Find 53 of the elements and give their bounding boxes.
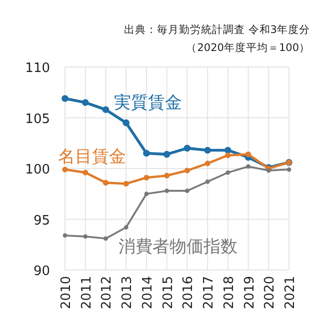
point (164, 172, 170, 178)
point (83, 234, 88, 239)
point (82, 99, 89, 106)
point (102, 106, 110, 114)
point (144, 174, 150, 180)
point (246, 164, 250, 169)
series-label: 名目賃金 (58, 147, 126, 167)
point (62, 233, 68, 238)
series-label: 実質賃金 (114, 93, 182, 113)
x-tick-label: 2012 (100, 276, 115, 310)
point (123, 180, 129, 187)
x-tick-label: 2010 (59, 276, 74, 310)
x-tick-label: 2017 (202, 276, 217, 310)
point (62, 166, 68, 172)
y-tick-label: 95 (33, 213, 50, 228)
x-tick-label: 2020 (262, 276, 278, 310)
x-tick-label: 2013 (120, 276, 136, 310)
point (104, 236, 108, 241)
y-tick-label: 90 (33, 264, 50, 279)
point (204, 160, 210, 166)
point (163, 150, 170, 158)
point (286, 167, 292, 172)
point (144, 192, 149, 196)
x-tick-label: 2021 (283, 276, 298, 310)
point (226, 170, 230, 175)
point (62, 95, 68, 102)
x-tick-label: 2018 (222, 276, 237, 310)
series-label: 消費者物価指数 (118, 237, 238, 257)
y-tick-label: 105 (25, 112, 50, 127)
point (184, 144, 191, 152)
chart-subtitle: （2020年度平均＝100） (186, 41, 310, 54)
chart-title: 出典：毎月勤労統計調査 令和3年度分 (124, 23, 310, 36)
point (225, 152, 231, 158)
point (122, 119, 130, 126)
y-tick-label: 110 (25, 61, 50, 76)
point (224, 146, 232, 154)
point (245, 151, 252, 158)
point (266, 168, 271, 173)
point (102, 180, 109, 186)
point (184, 168, 190, 174)
x-tick-label: 2015 (160, 276, 176, 310)
x-tick-label: 2011 (79, 276, 94, 310)
x-tick-label: 2016 (181, 276, 196, 310)
point (143, 150, 150, 157)
point (184, 188, 190, 194)
x-tick-label: 2014 (140, 276, 156, 310)
point (124, 225, 128, 230)
point (204, 146, 211, 154)
x-tick-label: 2019 (242, 276, 258, 310)
point (205, 179, 210, 184)
y-tick-label: 100 (25, 162, 50, 178)
point (164, 188, 170, 194)
point (82, 170, 88, 176)
